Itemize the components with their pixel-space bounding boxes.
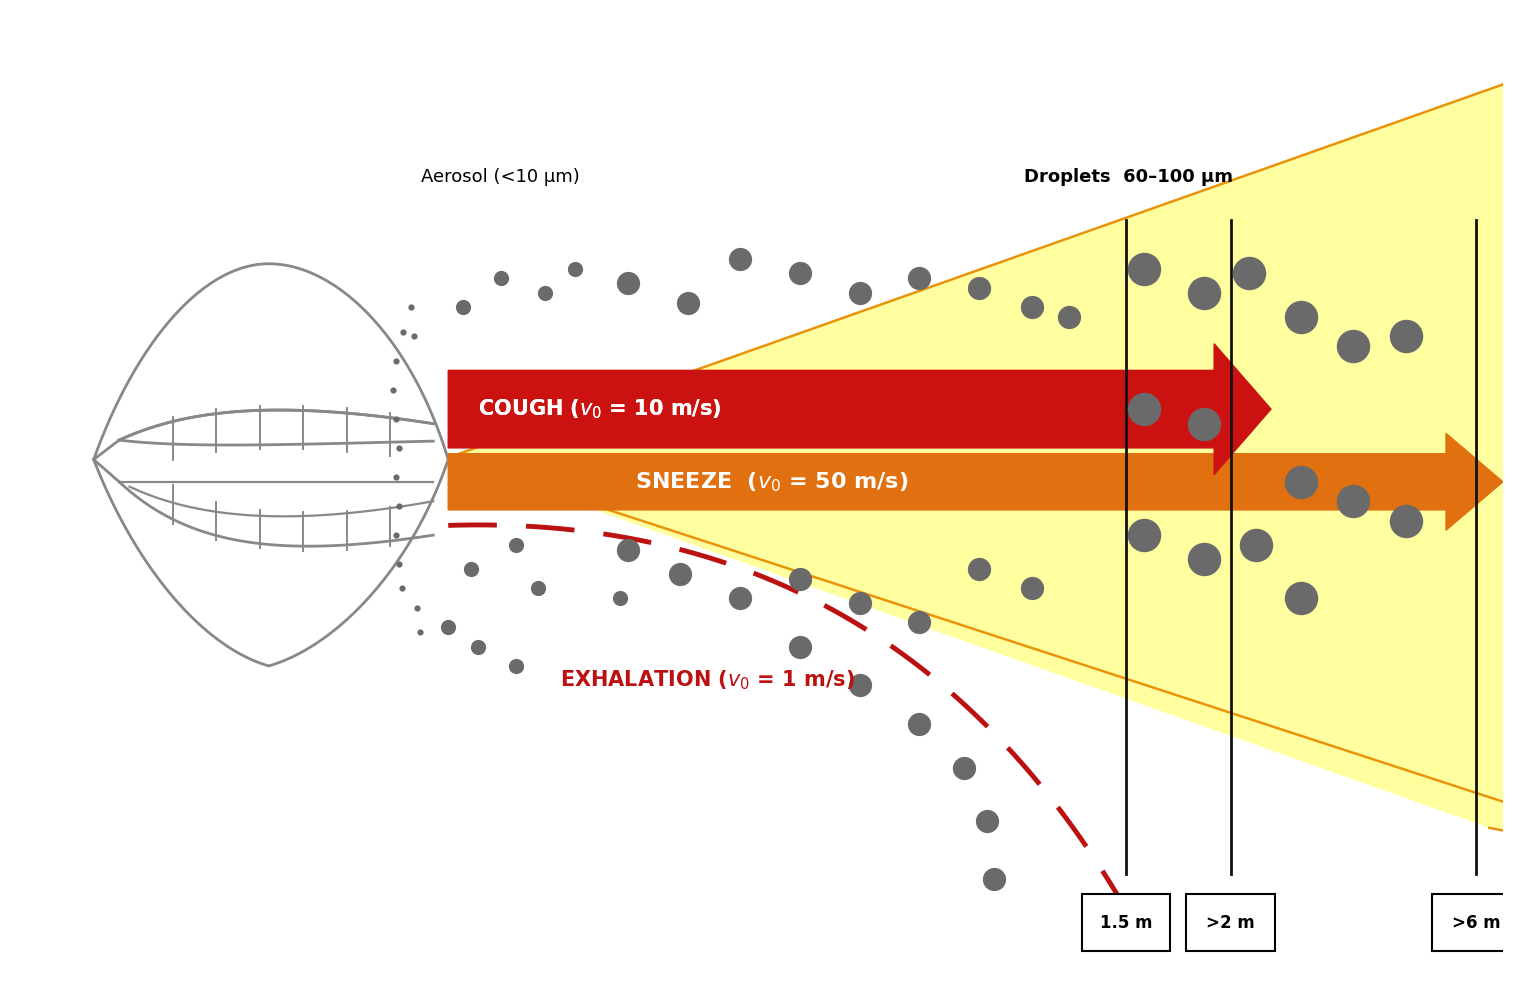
Point (908, 717, 932, 732)
Text: COUGH ($v_0$ = 10 m/s): COUGH ($v_0$ = 10 m/s) (478, 397, 722, 421)
Point (1192, 416, 1216, 432)
Point (1132, 260, 1156, 276)
Point (1244, 537, 1268, 552)
Point (489, 270, 513, 286)
Point (1020, 300, 1044, 316)
Point (404, 600, 428, 615)
Point (1341, 493, 1365, 509)
Point (847, 595, 871, 610)
Point (967, 561, 991, 577)
Point (384, 411, 409, 427)
Point (1393, 328, 1418, 344)
Point (407, 624, 431, 640)
Point (616, 542, 640, 557)
Point (387, 556, 412, 572)
Point (390, 581, 415, 597)
Point (847, 285, 871, 301)
Text: SNEEZE  ($\mathit{v}_0$ = 50 m/s): SNEEZE ($\mathit{v}_0$ = 50 m/s) (635, 470, 909, 493)
Point (728, 590, 752, 606)
Point (967, 280, 991, 296)
Point (392, 323, 416, 339)
Text: 1.5 m: 1.5 m (1100, 914, 1151, 932)
Point (384, 353, 409, 369)
Point (669, 566, 693, 582)
Text: COUGH ($\mathit{v}_0$ = 10 m/s): COUGH ($\mathit{v}_0$ = 10 m/s) (478, 397, 722, 421)
Point (527, 581, 551, 597)
Point (1289, 310, 1313, 325)
Point (1132, 401, 1156, 417)
Point (1341, 338, 1365, 354)
Point (1393, 513, 1418, 529)
Point (458, 561, 483, 577)
Point (1289, 590, 1313, 606)
Point (384, 469, 409, 485)
Point (847, 677, 871, 693)
Point (534, 285, 558, 301)
Point (788, 265, 812, 281)
FancyArrow shape (448, 434, 1502, 530)
Point (908, 270, 932, 286)
Point (563, 260, 587, 276)
Point (616, 275, 640, 291)
Point (952, 760, 976, 776)
Point (982, 871, 1006, 887)
Point (1289, 474, 1313, 490)
Text: >6 m: >6 m (1451, 914, 1501, 932)
FancyArrow shape (448, 344, 1271, 475)
Text: EXHALATION ($\mathit{v}_0$ = 1 m/s): EXHALATION ($\mathit{v}_0$ = 1 m/s) (560, 668, 855, 692)
Point (1132, 527, 1156, 543)
Text: Aerosol (<10 μm): Aerosol (<10 μm) (421, 167, 579, 186)
FancyBboxPatch shape (1082, 895, 1170, 952)
Point (384, 527, 409, 543)
Point (1236, 265, 1260, 281)
Point (504, 537, 528, 552)
Point (608, 590, 632, 606)
Point (387, 440, 412, 456)
Point (504, 658, 528, 673)
Point (1020, 581, 1044, 597)
Point (436, 619, 460, 635)
Point (788, 571, 812, 587)
Point (1058, 310, 1082, 325)
Point (908, 614, 932, 630)
Point (788, 639, 812, 655)
Text: >2 m: >2 m (1206, 914, 1254, 932)
Text: Droplets  60–100 μm: Droplets 60–100 μm (1024, 167, 1233, 186)
Polygon shape (448, 67, 1513, 848)
Point (1192, 551, 1216, 567)
Point (974, 813, 999, 829)
Point (402, 328, 427, 344)
Point (466, 639, 490, 655)
Point (1192, 285, 1216, 301)
Point (399, 300, 424, 316)
FancyBboxPatch shape (1431, 895, 1513, 952)
Point (451, 300, 475, 316)
Point (387, 498, 412, 514)
Point (675, 295, 699, 311)
FancyBboxPatch shape (1186, 895, 1275, 952)
Point (728, 251, 752, 266)
Point (381, 381, 405, 397)
